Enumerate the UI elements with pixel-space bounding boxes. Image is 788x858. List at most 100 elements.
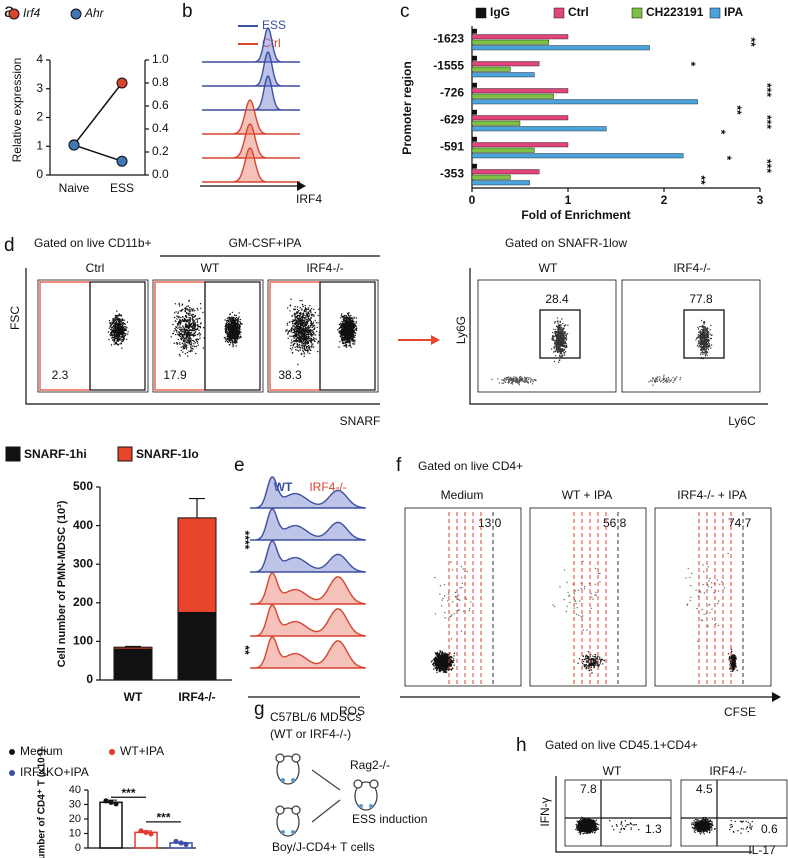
dot bbox=[339, 341, 341, 343]
dot bbox=[310, 346, 312, 348]
dot bbox=[234, 342, 236, 344]
dot bbox=[224, 338, 227, 340]
dot bbox=[353, 325, 355, 327]
dot bbox=[307, 352, 309, 354]
dot bbox=[351, 329, 353, 331]
y-tick-label: -726 bbox=[440, 86, 464, 100]
dot bbox=[312, 338, 315, 341]
bar bbox=[471, 109, 478, 115]
dot bbox=[344, 322, 347, 325]
dot bbox=[553, 346, 555, 348]
dot bbox=[302, 326, 304, 328]
dot bbox=[178, 302, 180, 304]
mouse-marks bbox=[281, 778, 373, 834]
dot bbox=[700, 341, 702, 343]
dot bbox=[238, 316, 240, 318]
dot bbox=[306, 321, 309, 324]
dot bbox=[188, 323, 191, 325]
dot bbox=[659, 378, 661, 380]
dot bbox=[708, 344, 711, 346]
dot bbox=[347, 327, 350, 329]
dot bbox=[234, 329, 236, 331]
dot bbox=[556, 342, 558, 344]
dot bbox=[305, 344, 307, 346]
dot bbox=[703, 326, 706, 328]
dot bbox=[710, 324, 712, 327]
dot bbox=[302, 312, 305, 314]
dot bbox=[651, 377, 654, 379]
dot bbox=[202, 347, 204, 349]
y-tick-label: 500 bbox=[73, 479, 93, 493]
dot bbox=[112, 327, 115, 330]
dot bbox=[566, 338, 568, 340]
dot bbox=[226, 331, 229, 333]
dot bbox=[510, 379, 513, 382]
dot bbox=[187, 355, 189, 357]
histogram bbox=[250, 540, 366, 573]
dot bbox=[231, 311, 234, 314]
dot bbox=[565, 336, 567, 338]
dot bbox=[515, 378, 518, 381]
dot bbox=[310, 308, 313, 310]
dot bbox=[193, 324, 195, 326]
dot bbox=[228, 331, 231, 333]
dot bbox=[238, 330, 241, 333]
dot bbox=[287, 337, 289, 339]
dot bbox=[299, 328, 302, 330]
dot bbox=[305, 338, 307, 340]
dot bbox=[347, 336, 349, 338]
dot bbox=[127, 331, 129, 333]
dot bbox=[703, 338, 705, 340]
dot bbox=[227, 328, 229, 330]
dot bbox=[313, 324, 315, 326]
dot bbox=[303, 319, 305, 321]
dot bbox=[287, 332, 289, 334]
dot bbox=[188, 326, 191, 328]
dot bbox=[237, 334, 240, 336]
dot bbox=[190, 332, 192, 334]
dot bbox=[564, 337, 566, 339]
x-tick-label: ESS bbox=[110, 181, 134, 195]
dot bbox=[297, 327, 299, 329]
dot bbox=[232, 344, 235, 346]
dot bbox=[345, 321, 348, 323]
dot bbox=[183, 331, 185, 333]
dot bbox=[556, 351, 559, 353]
dot bbox=[355, 322, 357, 324]
dot bbox=[289, 304, 292, 307]
dot bbox=[307, 342, 310, 345]
dot bbox=[116, 316, 118, 318]
dot bbox=[120, 325, 123, 328]
dot bbox=[554, 335, 557, 337]
dot bbox=[294, 313, 296, 315]
dot bbox=[563, 325, 566, 327]
dot bbox=[184, 334, 186, 336]
dot bbox=[115, 318, 117, 320]
dot bbox=[668, 379, 670, 381]
dot bbox=[116, 319, 119, 321]
dot bbox=[118, 315, 120, 317]
bar bbox=[471, 136, 478, 142]
dot bbox=[559, 337, 562, 339]
dot bbox=[122, 325, 124, 327]
dot bbox=[234, 325, 236, 327]
bar bbox=[471, 66, 511, 72]
dot bbox=[669, 380, 672, 382]
dot bbox=[702, 343, 704, 346]
dot bbox=[308, 346, 310, 348]
dot bbox=[662, 378, 665, 380]
dot bbox=[175, 326, 178, 329]
axis-label: Cell number of PMN-MDSC (10³) bbox=[56, 500, 68, 667]
scheme-label: Boy/J-CD4+ T cells bbox=[272, 840, 375, 854]
dot bbox=[198, 332, 200, 334]
dot bbox=[121, 338, 124, 341]
dot bbox=[510, 376, 512, 379]
dot bbox=[301, 342, 303, 344]
dot bbox=[191, 310, 194, 312]
dot bbox=[702, 334, 705, 336]
dot bbox=[314, 327, 316, 329]
dot bbox=[190, 349, 192, 351]
dot bbox=[351, 317, 353, 319]
dot bbox=[294, 318, 296, 320]
dot bbox=[115, 322, 117, 324]
